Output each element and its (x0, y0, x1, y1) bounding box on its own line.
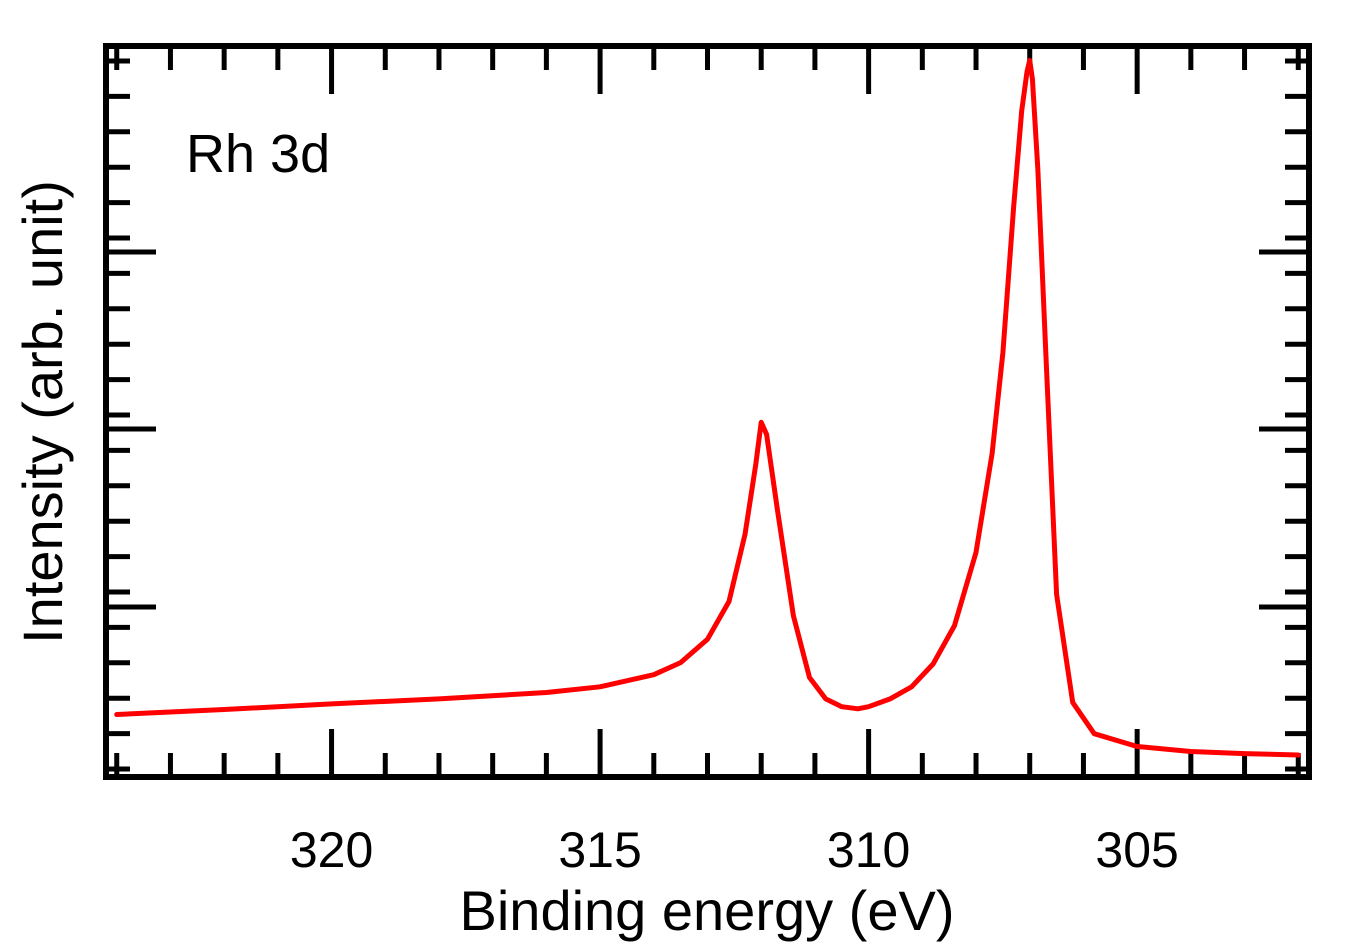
x-axis-title: Binding energy (eV) (460, 879, 955, 942)
spectrum-annotation: Rh 3d (186, 124, 330, 184)
x-tick-label: 320 (290, 822, 373, 878)
x-tick-label: 315 (558, 822, 641, 878)
minor-ticks (114, 46, 1301, 777)
y-axis-title: Intensity (arb. unit) (11, 180, 74, 644)
x-tick-label: 305 (1095, 822, 1178, 878)
major-ticks (329, 46, 1140, 777)
y-ticks (106, 58, 1309, 772)
x-tick-labels: 320 315 310 305 (290, 822, 1179, 878)
plot-frame (103, 43, 1312, 780)
x-tick-label: 310 (827, 822, 910, 878)
series-line-rh-3d (114, 57, 1301, 758)
